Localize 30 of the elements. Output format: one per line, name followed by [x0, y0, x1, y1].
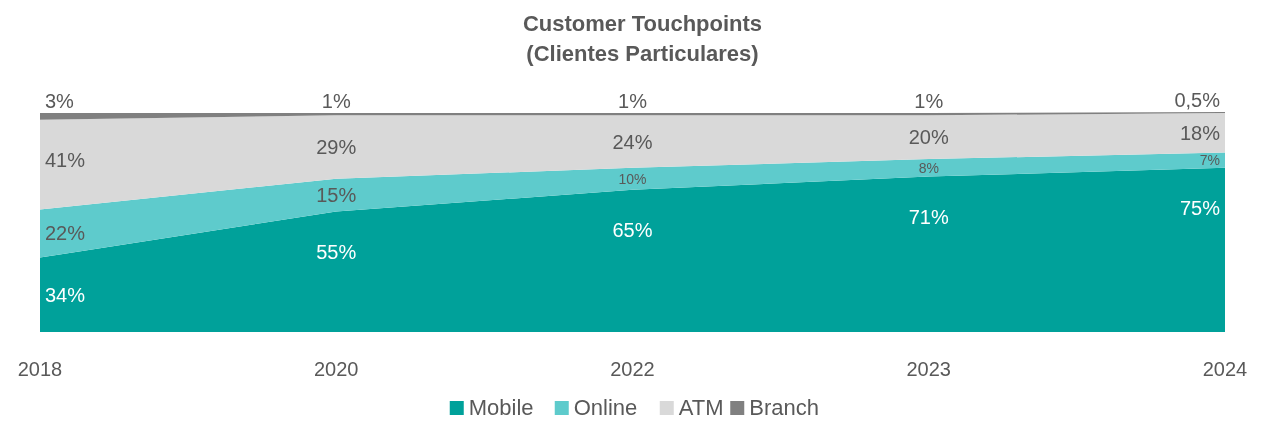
data-label: 1%	[914, 90, 944, 113]
chart-title: Customer Touchpoints (Clientes Particulares)	[522, 11, 763, 66]
data-label: 24%	[612, 130, 653, 153]
data-label: 34%	[45, 283, 86, 306]
x-tick-label: 2022	[610, 358, 655, 380]
x-tick-label: 2018	[17, 358, 63, 380]
data-label: 65%	[612, 218, 653, 241]
data-label: 15%	[316, 184, 357, 207]
legend-label: Online	[573, 395, 638, 420]
data-label: 10%	[618, 170, 647, 187]
data-label: 1%	[618, 90, 648, 113]
data-label: 8%	[918, 159, 939, 176]
legend-label: ATM	[678, 395, 724, 420]
data-label: 0,5%	[1174, 89, 1221, 111]
data-label: 7%	[1199, 152, 1220, 169]
data-label: 75%	[1179, 196, 1221, 219]
data-label: 20%	[908, 126, 949, 149]
data-label: 55%	[316, 240, 357, 263]
data-label: 18%	[1179, 121, 1221, 144]
x-tick-label: 2023	[906, 358, 951, 380]
legend-label: Branch	[749, 395, 819, 420]
x-tick-label: 2020	[314, 358, 359, 380]
legend-label: Mobile	[468, 395, 534, 420]
data-label: 1%	[321, 90, 351, 113]
data-label: 22%	[45, 222, 86, 245]
data-label: 3%	[45, 90, 75, 113]
data-label: 41%	[45, 148, 86, 171]
data-label: 71%	[908, 205, 949, 228]
data-label: 29%	[316, 136, 357, 159]
x-tick-label: 2024	[1202, 358, 1248, 380]
